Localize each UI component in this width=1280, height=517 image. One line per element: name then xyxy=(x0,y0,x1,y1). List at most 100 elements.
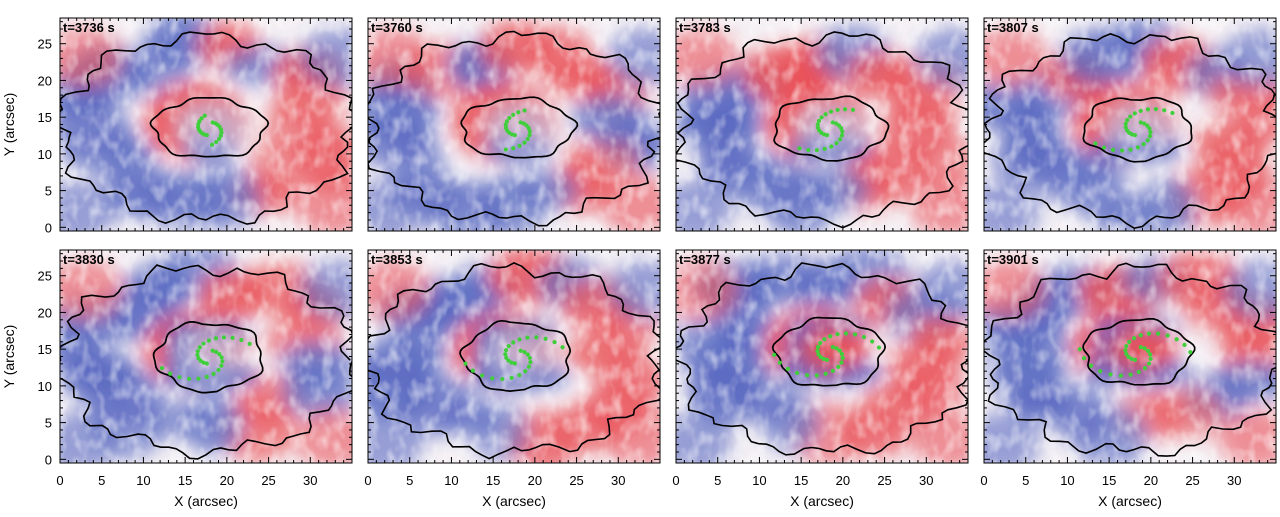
x-tick-label: 20 xyxy=(836,473,850,488)
x-tick-label: 10 xyxy=(136,473,150,488)
spiral-marker xyxy=(511,112,516,117)
spiral-marker xyxy=(503,122,508,127)
spiral-marker xyxy=(839,360,844,365)
spiral-marker xyxy=(1145,107,1151,112)
x-tick-label: 30 xyxy=(303,473,317,488)
panel-1: t=3736 s 0 5 10 15 20 25 Y (arcsec) xyxy=(1,17,353,235)
spiral-marker xyxy=(507,115,512,121)
spiral-marker xyxy=(840,129,845,134)
spiral-marker xyxy=(834,141,839,146)
x-tick-label: 30 xyxy=(1227,473,1241,488)
spiral-marker xyxy=(1146,331,1152,336)
spiral-marker xyxy=(836,364,841,370)
spiral-marker xyxy=(819,115,824,120)
spiral-marker xyxy=(1155,331,1161,336)
x-tick-label: 0 xyxy=(980,473,987,488)
spiral-marker xyxy=(876,345,882,350)
spiral-marker xyxy=(815,122,820,127)
panel-time-label: t=3807 s xyxy=(987,20,1039,35)
spiral-marker xyxy=(219,130,224,135)
spiral-marker xyxy=(870,339,875,344)
spiral-marker xyxy=(834,346,839,351)
x-tick-label: 25 xyxy=(261,473,275,488)
spiral-marker xyxy=(1123,348,1128,353)
y-tick-label: 15 xyxy=(38,110,52,125)
spiral-marker xyxy=(219,363,224,368)
spiral-marker xyxy=(1170,110,1175,116)
penumbra-contour xyxy=(368,30,660,227)
spiral-marker xyxy=(1124,351,1129,357)
spiral-marker xyxy=(1148,356,1153,361)
spiral-marker xyxy=(805,373,810,378)
panels-grid: t=3736 s 0 5 10 15 20 25 Y (arcsec) t=3760 s t=37… xyxy=(1,17,1277,509)
spiral-marker xyxy=(506,343,511,349)
spiral-marker xyxy=(218,133,223,138)
spiral-marker xyxy=(823,371,828,376)
x-tick-label: 20 xyxy=(1144,473,1158,488)
spiral-marker xyxy=(1132,111,1137,116)
y-tick-label: 20 xyxy=(38,73,52,88)
spiral-marker xyxy=(206,338,212,343)
x-tick-label: 15 xyxy=(178,473,192,488)
spiral-marker xyxy=(1127,339,1132,345)
spiral-marker xyxy=(1142,346,1147,351)
spiral-marker xyxy=(504,119,509,124)
spiral-marker xyxy=(828,109,834,114)
spiral-marker xyxy=(1108,372,1113,377)
x-tick-label: 15 xyxy=(486,473,500,488)
spiral-marker xyxy=(525,335,530,340)
spiral-marker xyxy=(523,369,528,374)
spiral-marker xyxy=(1101,145,1107,150)
umbra-contour xyxy=(1082,96,1193,163)
y-tick-label: 0 xyxy=(45,220,52,235)
spiral-marker xyxy=(830,345,835,350)
penumbra-contour xyxy=(368,262,660,460)
spiral-marker xyxy=(527,132,532,138)
spiral-marker xyxy=(1145,348,1151,354)
spiral-marker xyxy=(1128,114,1133,119)
spiral-marker xyxy=(1145,138,1150,143)
spiral-marker xyxy=(1123,125,1128,130)
spiral-marker xyxy=(840,355,845,361)
spiral-marker xyxy=(511,340,516,345)
panel-6: t=3853 s 0 5 10 15 20 25 30 X (arcsec) xyxy=(364,249,661,509)
spiral-marker xyxy=(204,374,209,379)
spiral-marker xyxy=(187,376,192,381)
spiral-marker xyxy=(1125,118,1130,123)
spiral-marker xyxy=(506,358,511,363)
spiral-marker xyxy=(1145,123,1150,128)
spiral-marker xyxy=(552,339,557,345)
spiral-marker xyxy=(509,360,514,365)
spiral-marker xyxy=(1142,365,1148,371)
spiral-marker xyxy=(839,126,844,131)
panel-time-label: t=3736 s xyxy=(63,20,115,35)
umbra-contour xyxy=(773,95,890,162)
spiral-marker xyxy=(1142,121,1147,126)
spiral-marker xyxy=(1128,372,1133,377)
spiral-marker xyxy=(1118,373,1124,378)
panel-time-label: t=3760 s xyxy=(371,20,423,35)
spiral-marker xyxy=(1147,126,1152,131)
spiral-marker xyxy=(815,348,820,354)
spiral-marker xyxy=(816,352,821,357)
spiral-markers xyxy=(196,113,224,147)
spiral-marker xyxy=(821,356,826,362)
spiral-marker xyxy=(525,352,530,357)
spiral-markers xyxy=(1093,107,1175,153)
spiral-marker xyxy=(830,120,835,125)
spiral-marker xyxy=(1124,343,1129,349)
penumbra-contour xyxy=(984,262,1276,457)
spiral-marker xyxy=(522,140,527,145)
spiral-marker xyxy=(1119,148,1125,153)
spiral-marker xyxy=(560,345,565,350)
spiral-marker xyxy=(816,118,822,124)
y-axis-title: Y (arcsec) xyxy=(1,325,17,389)
spiral-marker xyxy=(1077,347,1082,352)
spiral-marker xyxy=(843,331,849,336)
spiral-marker xyxy=(239,337,244,343)
spiral-marker xyxy=(517,337,522,342)
spiral-marker xyxy=(527,129,532,134)
spiral-marker xyxy=(1138,108,1143,113)
spiral-marker xyxy=(1138,333,1143,338)
y-tick-label: 20 xyxy=(38,305,52,320)
